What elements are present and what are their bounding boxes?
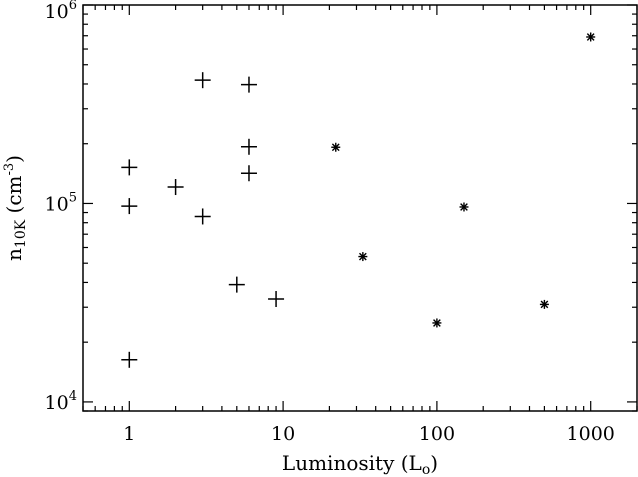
asterisk-marker xyxy=(459,202,469,212)
data-points xyxy=(121,32,596,368)
y-tick-label-base: 10 xyxy=(45,193,69,215)
plus-marker xyxy=(194,208,211,225)
plus-marker xyxy=(121,351,138,368)
plus-marker xyxy=(194,72,211,89)
x-axis-label-close: ) xyxy=(430,451,438,475)
y-tick-label-base: 10 xyxy=(45,392,69,414)
plus-marker xyxy=(268,291,285,308)
y-axis-label-unit: (cm xyxy=(2,175,26,219)
asterisk-marker xyxy=(432,318,442,328)
y-tick-label-exponent: 4 xyxy=(69,389,77,404)
plus-marker xyxy=(121,159,138,176)
x-tick-label: 1 xyxy=(123,423,135,445)
y-axis-label: n10K (cm-3) xyxy=(2,155,29,261)
y-tick-label: 104 xyxy=(45,389,77,414)
y-tick-label-base: 10 xyxy=(45,1,69,23)
asterisk-marker xyxy=(331,142,341,152)
plus-marker xyxy=(167,179,184,196)
plus-marker xyxy=(240,138,257,155)
y-axis-label-main: n xyxy=(2,248,26,261)
x-tick-label: 1000 xyxy=(567,423,615,445)
x-axis-label-sub: o xyxy=(422,462,430,477)
y-tick-label: 105 xyxy=(45,190,77,215)
y-tick-label-exponent: 6 xyxy=(69,0,77,13)
y-tick-label: 106 xyxy=(45,0,77,23)
plus-marker xyxy=(240,76,257,93)
plot-frame xyxy=(82,4,638,412)
asterisk-marker xyxy=(358,252,368,262)
plus-marker xyxy=(121,198,138,215)
asterisk-marker xyxy=(539,299,549,309)
x-axis-label: Luminosity (Lo) xyxy=(282,451,438,477)
y-axis-label-sub: 10K xyxy=(13,219,29,248)
plus-marker xyxy=(228,276,245,293)
axis-ticks xyxy=(82,4,638,412)
plus-marker xyxy=(240,165,257,182)
y-axis-label-close: ) xyxy=(2,155,26,163)
y-axis-label-sup: -3 xyxy=(2,163,17,176)
x-axis-label-main: Luminosity (L xyxy=(282,451,422,475)
x-tick-label: 100 xyxy=(419,423,455,445)
y-tick-label-exponent: 5 xyxy=(69,190,77,205)
x-tick-label: 10 xyxy=(271,423,295,445)
asterisk-marker xyxy=(586,32,596,42)
